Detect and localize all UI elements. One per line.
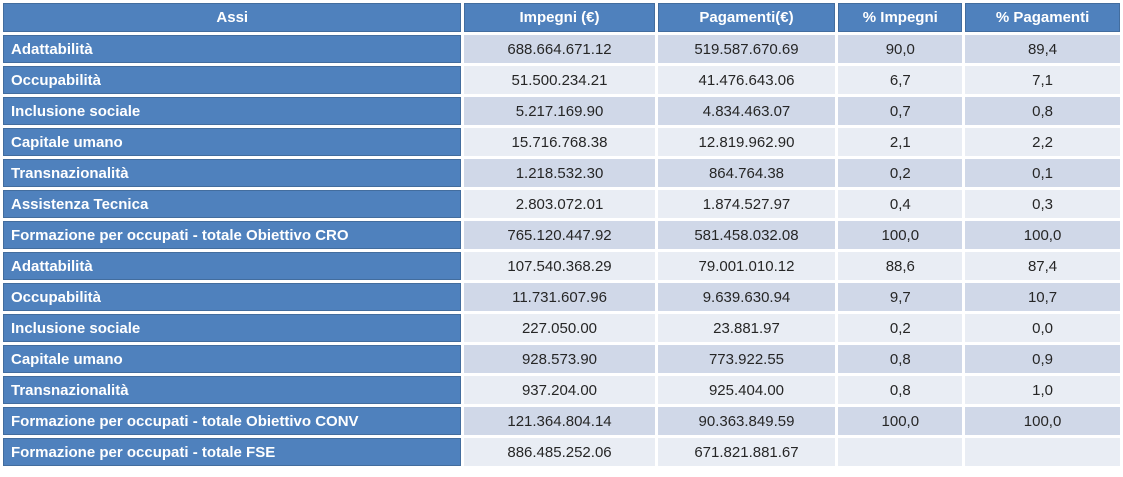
axis-label-cell: Inclusione sociale [3, 314, 462, 342]
pct-impegni-cell: 100,0 [838, 407, 963, 435]
axis-label-cell: Occupabilità [3, 66, 462, 94]
pagamenti-cell: 79.001.010.12 [657, 252, 836, 280]
pct-impegni-cell [838, 438, 963, 466]
impegni-cell: 51.500.234.21 [464, 66, 655, 94]
table-row: Transnazionalità 1.218.532.30 864.764.38… [3, 159, 1120, 187]
axis-label-cell: Adattabilità [3, 252, 462, 280]
table-row: Adattabilità 107.540.368.29 79.001.010.1… [3, 252, 1120, 280]
impegni-cell: 928.573.90 [464, 345, 655, 373]
impegni-cell: 2.803.072.01 [464, 190, 655, 218]
pagamenti-cell: 23.881.97 [657, 314, 836, 342]
pct-impegni-cell: 0,8 [838, 376, 963, 404]
table-row: Transnazionalità 937.204.00 925.404.00 0… [3, 376, 1120, 404]
pct-pagamenti-cell: 10,7 [965, 283, 1120, 311]
impegni-cell: 5.217.169.90 [464, 97, 655, 125]
table-row: Occupabilità 11.731.607.96 9.639.630.94 … [3, 283, 1120, 311]
pagamenti-cell: 12.819.962.90 [657, 128, 836, 156]
pct-pagamenti-cell: 0,9 [965, 345, 1120, 373]
pct-pagamenti-cell: 1,0 [965, 376, 1120, 404]
pagamenti-cell: 4.834.463.07 [657, 97, 836, 125]
col-header-pct-impegni: % Impegni [838, 3, 963, 32]
axis-label-cell: Transnazionalità [3, 376, 462, 404]
axis-label-cell: Adattabilità [3, 35, 462, 63]
pct-pagamenti-cell: 0,1 [965, 159, 1120, 187]
pct-pagamenti-cell: 87,4 [965, 252, 1120, 280]
axis-label-cell: Assistenza Tecnica [3, 190, 462, 218]
table-row: Assistenza Tecnica 2.803.072.01 1.874.52… [3, 190, 1120, 218]
pagamenti-cell: 925.404.00 [657, 376, 836, 404]
table-row: Inclusione sociale 5.217.169.90 4.834.46… [3, 97, 1120, 125]
impegni-cell: 1.218.532.30 [464, 159, 655, 187]
axis-label-cell: Formazione per occupati - totale Obietti… [3, 407, 462, 435]
pct-pagamenti-cell: 7,1 [965, 66, 1120, 94]
pct-pagamenti-cell: 100,0 [965, 221, 1120, 249]
pct-pagamenti-cell: 0,0 [965, 314, 1120, 342]
axis-label-cell: Capitale umano [3, 345, 462, 373]
table-row: Occupabilità 51.500.234.21 41.476.643.06… [3, 66, 1120, 94]
pct-pagamenti-cell: 0,8 [965, 97, 1120, 125]
pct-pagamenti-cell: 0,3 [965, 190, 1120, 218]
pagamenti-cell: 1.874.527.97 [657, 190, 836, 218]
col-header-impegni: Impegni (€) [464, 3, 655, 32]
table-row: Adattabilità 688.664.671.12 519.587.670.… [3, 35, 1120, 63]
axis-label-cell: Formazione per occupati - totale FSE [3, 438, 462, 466]
axis-label-cell: Inclusione sociale [3, 97, 462, 125]
pct-impegni-cell: 0,4 [838, 190, 963, 218]
impegni-cell: 765.120.447.92 [464, 221, 655, 249]
impegni-cell: 688.664.671.12 [464, 35, 655, 63]
axis-label-cell: Occupabilità [3, 283, 462, 311]
table-header-row: Assi Impegni (€) Pagamenti(€) % Impegni … [3, 3, 1120, 32]
impegni-cell: 886.485.252.06 [464, 438, 655, 466]
impegni-cell: 227.050.00 [464, 314, 655, 342]
pct-pagamenti-cell: 2,2 [965, 128, 1120, 156]
pct-impegni-cell: 6,7 [838, 66, 963, 94]
table-row-total-conv: Formazione per occupati - totale Obietti… [3, 407, 1120, 435]
pct-impegni-cell: 0,2 [838, 314, 963, 342]
pagamenti-cell: 773.922.55 [657, 345, 836, 373]
pagamenti-cell: 9.639.630.94 [657, 283, 836, 311]
pct-impegni-cell: 88,6 [838, 252, 963, 280]
pct-impegni-cell: 0,8 [838, 345, 963, 373]
table-row-total-cro: Formazione per occupati - totale Obietti… [3, 221, 1120, 249]
table-row-total-fse: Formazione per occupati - totale FSE 886… [3, 438, 1120, 466]
pct-pagamenti-cell: 89,4 [965, 35, 1120, 63]
pagamenti-cell: 41.476.643.06 [657, 66, 836, 94]
pagamenti-cell: 519.587.670.69 [657, 35, 836, 63]
impegni-cell: 121.364.804.14 [464, 407, 655, 435]
table-row: Capitale umano 15.716.768.38 12.819.962.… [3, 128, 1120, 156]
pct-impegni-cell: 2,1 [838, 128, 963, 156]
pct-impegni-cell: 0,7 [838, 97, 963, 125]
impegni-cell: 11.731.607.96 [464, 283, 655, 311]
axis-label-cell: Capitale umano [3, 128, 462, 156]
pagamenti-cell: 864.764.38 [657, 159, 836, 187]
pct-impegni-cell: 90,0 [838, 35, 963, 63]
pct-impegni-cell: 0,2 [838, 159, 963, 187]
pct-pagamenti-cell: 100,0 [965, 407, 1120, 435]
pagamenti-cell: 581.458.032.08 [657, 221, 836, 249]
axis-label-cell: Transnazionalità [3, 159, 462, 187]
impegni-cell: 937.204.00 [464, 376, 655, 404]
col-header-pct-pagamenti: % Pagamenti [965, 3, 1120, 32]
impegni-cell: 107.540.368.29 [464, 252, 655, 280]
pagamenti-cell: 90.363.849.59 [657, 407, 836, 435]
pct-impegni-cell: 9,7 [838, 283, 963, 311]
table-row: Capitale umano 928.573.90 773.922.55 0,8… [3, 345, 1120, 373]
pct-pagamenti-cell [965, 438, 1120, 466]
impegni-cell: 15.716.768.38 [464, 128, 655, 156]
axis-label-cell: Formazione per occupati - totale Obietti… [3, 221, 462, 249]
pct-impegni-cell: 100,0 [838, 221, 963, 249]
pagamenti-cell: 671.821.881.67 [657, 438, 836, 466]
col-header-pagamenti: Pagamenti(€) [657, 3, 836, 32]
col-header-assi: Assi [3, 3, 462, 32]
table-row: Inclusione sociale 227.050.00 23.881.97 … [3, 314, 1120, 342]
